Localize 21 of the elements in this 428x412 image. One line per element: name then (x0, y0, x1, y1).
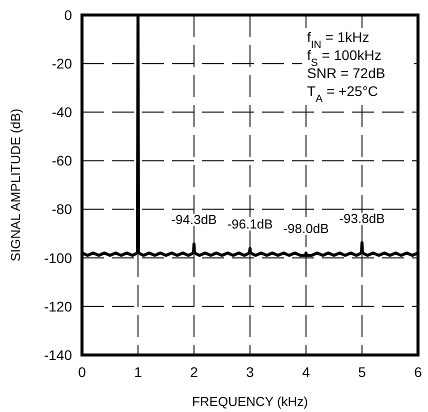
x-tick-label: 3 (246, 364, 254, 380)
y-tick-label: -100 (44, 250, 72, 266)
y-tick-label: -40 (52, 104, 72, 120)
x-tick-label: 6 (414, 364, 422, 380)
y-tick-label: -120 (44, 298, 72, 314)
annotation: -94.3dB (171, 212, 217, 228)
y-tick-label: -80 (52, 201, 72, 218)
x-tick-label: 0 (78, 364, 86, 380)
x-tick-label: 4 (302, 364, 310, 380)
x-tick-label: 2 (190, 364, 198, 380)
annotation: -96.1dB (227, 216, 273, 232)
y-tick-label: -60 (52, 152, 72, 169)
y-tick-label: -140 (44, 346, 72, 363)
x-tick-label: 5 (358, 364, 366, 380)
y-tick-label: 0 (64, 6, 72, 23)
y-axis-title: SIGNAL AMPLITUDE (dB) (8, 108, 23, 262)
y-tick-label: -20 (52, 55, 72, 72)
x-axis-title: FREQUENCY (kHz) (192, 394, 308, 409)
annotation: -93.8dB (339, 210, 385, 226)
annotation: T$_{A}$ = +25°C (307, 83, 378, 105)
x-tick-label: 1 (134, 364, 142, 380)
